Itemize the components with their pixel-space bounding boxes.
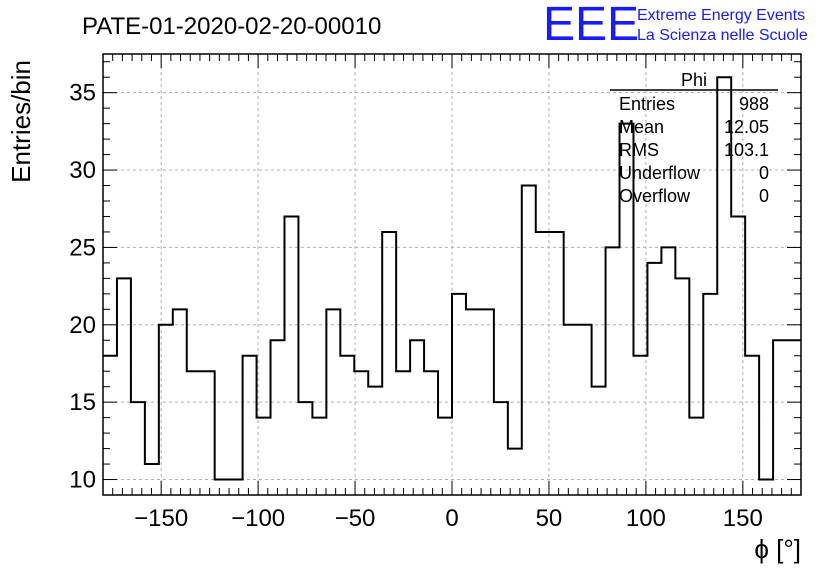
stats-value: 988 <box>739 94 769 114</box>
stats-name: Phi <box>681 70 707 90</box>
y-tick-label: 15 <box>69 389 96 416</box>
x-tick-label: −50 <box>335 505 376 532</box>
x-axis-label: ϕ [°] <box>754 534 801 564</box>
eee-logo: EEE <box>543 0 639 51</box>
stats-label: RMS <box>619 140 659 160</box>
stats-value: 0 <box>759 163 769 183</box>
stats-label: Underflow <box>619 163 701 183</box>
x-tick-labels: −150 −100 −50 0 50 100 150 <box>134 505 763 532</box>
logo-line-2: La Scienza nelle Scuole <box>637 27 808 44</box>
x-tick-label: −150 <box>134 505 188 532</box>
stats-value: 103.1 <box>724 140 769 160</box>
chart-title: PATE-01-2020-02-20-00010 <box>82 13 381 40</box>
logo-line-1: Extreme Energy Events <box>637 7 805 24</box>
stats-value: 12.05 <box>724 117 769 137</box>
x-tick-label: 0 <box>445 505 458 532</box>
y-tick-labels: 10 15 20 25 30 35 <box>69 80 96 494</box>
histogram-series <box>103 76 801 481</box>
x-tick-label: 150 <box>723 505 763 532</box>
stats-box: Phi Entries 988 Mean 12.05 RMS 103.1 Underflow… <box>610 70 778 206</box>
axis-ticks <box>103 54 801 495</box>
stats-label: Mean <box>619 117 664 137</box>
x-tick-label: 100 <box>626 505 666 532</box>
stats-label: Entries <box>619 94 675 114</box>
y-tick-label: 20 <box>69 312 96 339</box>
x-tick-label: −100 <box>231 505 285 532</box>
y-tick-label: 30 <box>69 157 96 184</box>
grid-lines <box>103 54 801 495</box>
y-axis-label: Entries/bin <box>6 60 36 183</box>
y-tick-label: 35 <box>69 80 96 107</box>
y-tick-label: 10 <box>69 467 96 494</box>
stats-value: 0 <box>759 186 769 206</box>
stats-label: Overflow <box>619 186 691 206</box>
stats-rows: Entries 988 Mean 12.05 RMS 103.1 Underflow 0 Ove… <box>619 94 769 206</box>
x-tick-label: 50 <box>536 505 563 532</box>
y-tick-label: 25 <box>69 234 96 261</box>
